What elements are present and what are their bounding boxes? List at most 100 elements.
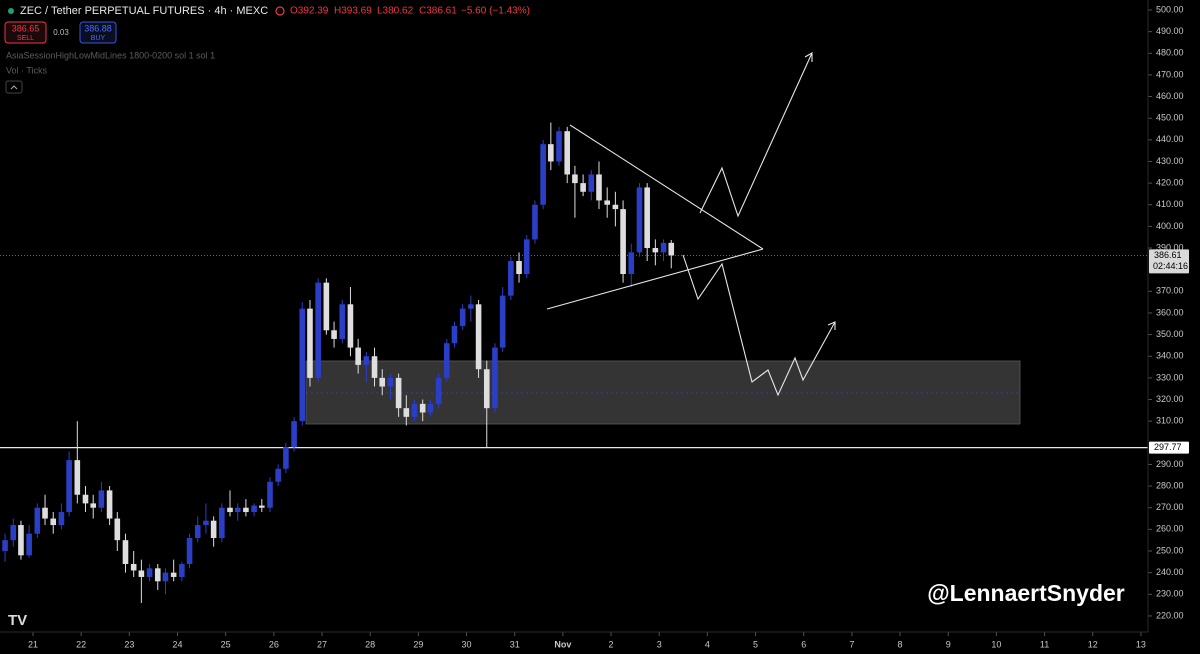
candle-body xyxy=(170,572,177,577)
candle-body xyxy=(315,282,321,378)
candle-body xyxy=(475,304,482,370)
candle-body xyxy=(194,525,201,539)
candle-body xyxy=(179,563,185,577)
candle-body xyxy=(556,131,562,162)
y-tick-label: 450.00 xyxy=(1156,113,1184,123)
candle-body xyxy=(74,460,81,495)
x-tick-label: 9 xyxy=(946,639,951,649)
candle-body xyxy=(210,520,217,539)
y-tick-label: 360.00 xyxy=(1156,307,1184,317)
candle-body xyxy=(275,468,281,482)
candle-body xyxy=(492,347,498,409)
alert-icon xyxy=(275,6,285,16)
y-tick-label: 310.00 xyxy=(1156,416,1184,426)
x-tick-label: 8 xyxy=(898,639,903,649)
ohlc-high: H393.69 xyxy=(334,6,372,17)
y-tick-label: 330.00 xyxy=(1156,372,1184,382)
drawings xyxy=(546,52,836,397)
price-label: 297.77 xyxy=(1154,442,1182,452)
candle-body xyxy=(58,512,65,526)
status-dot xyxy=(8,8,14,14)
bear-arrowhead xyxy=(827,321,836,330)
candle-body xyxy=(323,282,330,331)
x-tick-label: 23 xyxy=(124,639,134,649)
candle-body xyxy=(26,533,32,556)
x-tick-label: 30 xyxy=(462,639,472,649)
x-tick-label: 13 xyxy=(1136,639,1146,649)
candle-body xyxy=(18,525,24,556)
candle-body xyxy=(483,369,490,409)
countdown: 02:44:16 xyxy=(1153,261,1188,271)
candle-body xyxy=(299,308,306,422)
sell-button[interactable] xyxy=(4,21,47,44)
candle-body xyxy=(90,503,97,508)
y-tick-label: 350.00 xyxy=(1156,329,1184,339)
candle-body xyxy=(243,507,249,513)
candle-body xyxy=(371,356,378,378)
price-label-box xyxy=(1149,249,1189,274)
candle-body xyxy=(219,507,225,539)
candle-body xyxy=(468,304,474,309)
collapse-button[interactable] xyxy=(5,80,23,94)
candle-body xyxy=(636,187,643,253)
buy-price: 386.88 xyxy=(84,23,112,33)
candle-body xyxy=(532,204,538,240)
candle-body xyxy=(387,377,394,387)
x-tick-label: 22 xyxy=(76,639,86,649)
candle-body xyxy=(596,174,602,201)
ohlc-close: C386.61 xyxy=(419,6,457,17)
y-tick-label: 290.00 xyxy=(1156,459,1184,469)
y-tick-label: 500.00 xyxy=(1156,4,1184,14)
ohlc-low: L380.62 xyxy=(377,6,414,17)
buy-button[interactable] xyxy=(79,21,117,44)
candle-body xyxy=(548,144,554,162)
candle-body xyxy=(451,325,458,344)
x-tick-label: 26 xyxy=(269,639,279,649)
candle-body xyxy=(628,252,635,275)
candle-body xyxy=(82,494,89,504)
price-label: 386.61 xyxy=(1154,250,1182,260)
symbol-title: ZEC / Tether PERPETUAL FUTURES · 4h · ME… xyxy=(20,5,268,17)
candle-body xyxy=(459,308,466,326)
y-tick-label: 430.00 xyxy=(1156,156,1184,166)
zone-box xyxy=(305,360,1021,425)
candle-body xyxy=(355,347,361,365)
y-tick-label: 400.00 xyxy=(1156,221,1184,231)
y-tick-label: 250.00 xyxy=(1156,545,1184,555)
candle-body xyxy=(660,242,667,253)
candle-body xyxy=(644,187,650,249)
x-tick-label: 21 xyxy=(28,639,38,649)
x-tick-label: 2 xyxy=(609,639,614,649)
y-tick-label: 470.00 xyxy=(1156,69,1184,79)
candle-body xyxy=(572,174,578,184)
candle-body xyxy=(291,421,297,448)
candle-body xyxy=(516,261,522,275)
y-tick-label: 230.00 xyxy=(1156,589,1184,599)
candle-body xyxy=(379,377,386,387)
candle-body xyxy=(283,447,289,469)
candle-body xyxy=(114,518,121,541)
bear-path xyxy=(682,254,836,397)
sell-price: 386.65 xyxy=(12,23,40,33)
x-tick-label: 28 xyxy=(365,639,375,649)
candle-body xyxy=(508,261,514,296)
candle-body xyxy=(523,239,530,275)
x-tick-label: 31 xyxy=(510,639,520,649)
y-tick-label: 260.00 xyxy=(1156,524,1184,534)
candle-body xyxy=(259,505,265,508)
candle-body xyxy=(10,525,17,541)
triangle-upper xyxy=(569,124,764,250)
candle-body xyxy=(186,538,193,564)
candle-body xyxy=(42,507,48,519)
y-tick-label: 410.00 xyxy=(1156,199,1184,209)
candle-body xyxy=(130,563,137,571)
y-tick-label: 340.00 xyxy=(1156,351,1184,361)
price-label-box xyxy=(1149,441,1189,454)
x-tick-label: 4 xyxy=(705,639,710,649)
candle-body xyxy=(403,408,410,417)
spread: 0.03 xyxy=(53,28,69,37)
candle-body xyxy=(162,572,169,582)
x-tick-label: Nov xyxy=(554,639,571,649)
